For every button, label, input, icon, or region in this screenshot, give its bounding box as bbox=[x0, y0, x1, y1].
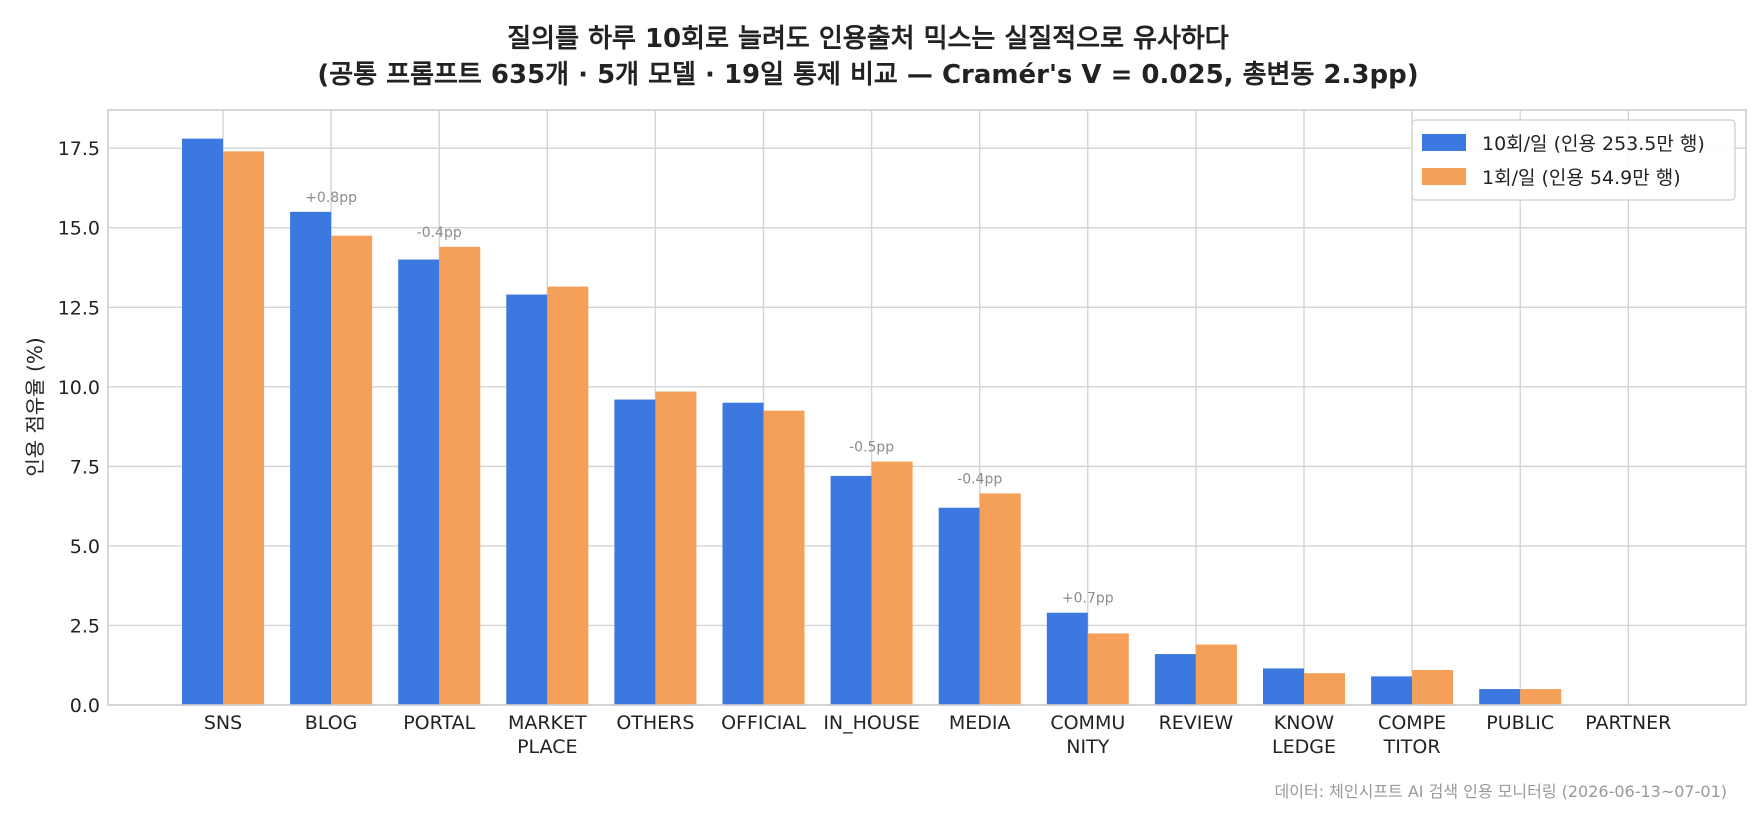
bar bbox=[1371, 676, 1413, 705]
chart-subtitle: (공통 프롬프트 635개 · 5개 모델 · 19일 통제 비교 — Cram… bbox=[317, 60, 1418, 90]
bars bbox=[182, 138, 1562, 706]
bar bbox=[871, 461, 913, 705]
x-tick-label: OFFICIAL bbox=[721, 712, 806, 734]
diff-annotation: -0.4pp bbox=[417, 225, 462, 241]
x-tick-label: SNS bbox=[204, 712, 242, 734]
bar bbox=[506, 294, 548, 705]
x-tick-label: NITY bbox=[1066, 736, 1109, 758]
plot-frame bbox=[107, 109, 1747, 706]
bar bbox=[938, 507, 980, 705]
bar bbox=[182, 138, 223, 706]
bar bbox=[1046, 612, 1088, 705]
x-tick-label: COMPE bbox=[1378, 712, 1446, 734]
annotations: +0.8pp -0.4pp -0.5pp -0.4pp +0.7pp bbox=[305, 190, 1114, 607]
bar bbox=[547, 286, 589, 705]
x-tick-label: BLOG bbox=[305, 712, 358, 734]
diff-annotation: +0.8pp bbox=[305, 190, 357, 206]
bar bbox=[290, 211, 332, 705]
x-tick-label: PLACE bbox=[517, 736, 577, 758]
bar bbox=[331, 235, 373, 705]
axes: 0.0 2.5 5.0 7.5 10.0 12.5 15.0 17.5 SNS BLOG PORTA… bbox=[58, 109, 1747, 758]
x-tick-label: PORTAL bbox=[403, 712, 475, 734]
x-tick-label: MEDIA bbox=[949, 712, 1011, 734]
bar bbox=[763, 410, 805, 705]
x-tick-label: PUBLIC bbox=[1486, 712, 1554, 734]
bar bbox=[1263, 668, 1304, 705]
legend-box bbox=[1411, 119, 1736, 201]
y-tick-label: 5.0 bbox=[70, 536, 100, 558]
legend: 10회/일 (인용 253.5만 행) 1회/일 (인용 54.9만 행) bbox=[1411, 119, 1736, 201]
diff-annotation: +0.7pp bbox=[1062, 591, 1114, 607]
bar bbox=[439, 246, 481, 705]
x-tick-label: TITOR bbox=[1383, 736, 1441, 758]
y-tick-label: 17.5 bbox=[58, 138, 100, 160]
bar bbox=[1479, 689, 1521, 705]
legend-label: 10회/일 (인용 253.5만 행) bbox=[1482, 133, 1705, 155]
x-tick-label: KNOW bbox=[1274, 712, 1335, 734]
bar bbox=[1154, 654, 1196, 705]
x-tick-label: COMMU bbox=[1050, 712, 1125, 734]
data-source-note: 데이터: 체인시프트 AI 검색 인용 모니터링 (2026-06-13~07-… bbox=[1275, 782, 1727, 801]
legend-swatch bbox=[1422, 168, 1466, 185]
x-tick-label: OTHERS bbox=[616, 712, 694, 734]
x-tick-label: REVIEW bbox=[1159, 712, 1234, 734]
bar bbox=[1087, 633, 1129, 705]
y-tick-label: 10.0 bbox=[58, 377, 100, 399]
bar bbox=[1412, 670, 1454, 705]
bar bbox=[1195, 644, 1237, 705]
x-tick-label: LEDGE bbox=[1272, 736, 1336, 758]
x-tick-label: MARKET bbox=[508, 712, 587, 734]
legend-label: 1회/일 (인용 54.9만 행) bbox=[1482, 167, 1681, 189]
bar bbox=[614, 399, 656, 705]
bar bbox=[1304, 673, 1345, 705]
x-tick-label: PARTNER bbox=[1585, 712, 1671, 734]
y-tick-label: 2.5 bbox=[70, 615, 100, 637]
diff-annotation: -0.4pp bbox=[957, 471, 1002, 487]
bar bbox=[722, 402, 764, 705]
bar bbox=[655, 391, 697, 705]
bar bbox=[398, 259, 440, 705]
y-tick-label: 15.0 bbox=[58, 218, 100, 240]
x-tick-label: IN_HOUSE bbox=[823, 712, 920, 734]
diff-annotation: -0.5pp bbox=[849, 440, 894, 456]
bar bbox=[979, 493, 1021, 705]
chart-title: 질의를 하루 10회로 늘려도 인용출처 믹스는 실질적으로 유사하다 bbox=[507, 24, 1229, 54]
bar bbox=[223, 151, 264, 705]
legend-swatch bbox=[1422, 134, 1466, 151]
bar bbox=[830, 475, 872, 705]
bar bbox=[1520, 689, 1562, 705]
y-tick-label: 7.5 bbox=[70, 456, 100, 478]
y-tick-label: 0.0 bbox=[70, 695, 100, 717]
y-tick-label: 12.5 bbox=[58, 297, 100, 319]
y-axis-label: 인용 점유율 (%) bbox=[23, 337, 47, 476]
